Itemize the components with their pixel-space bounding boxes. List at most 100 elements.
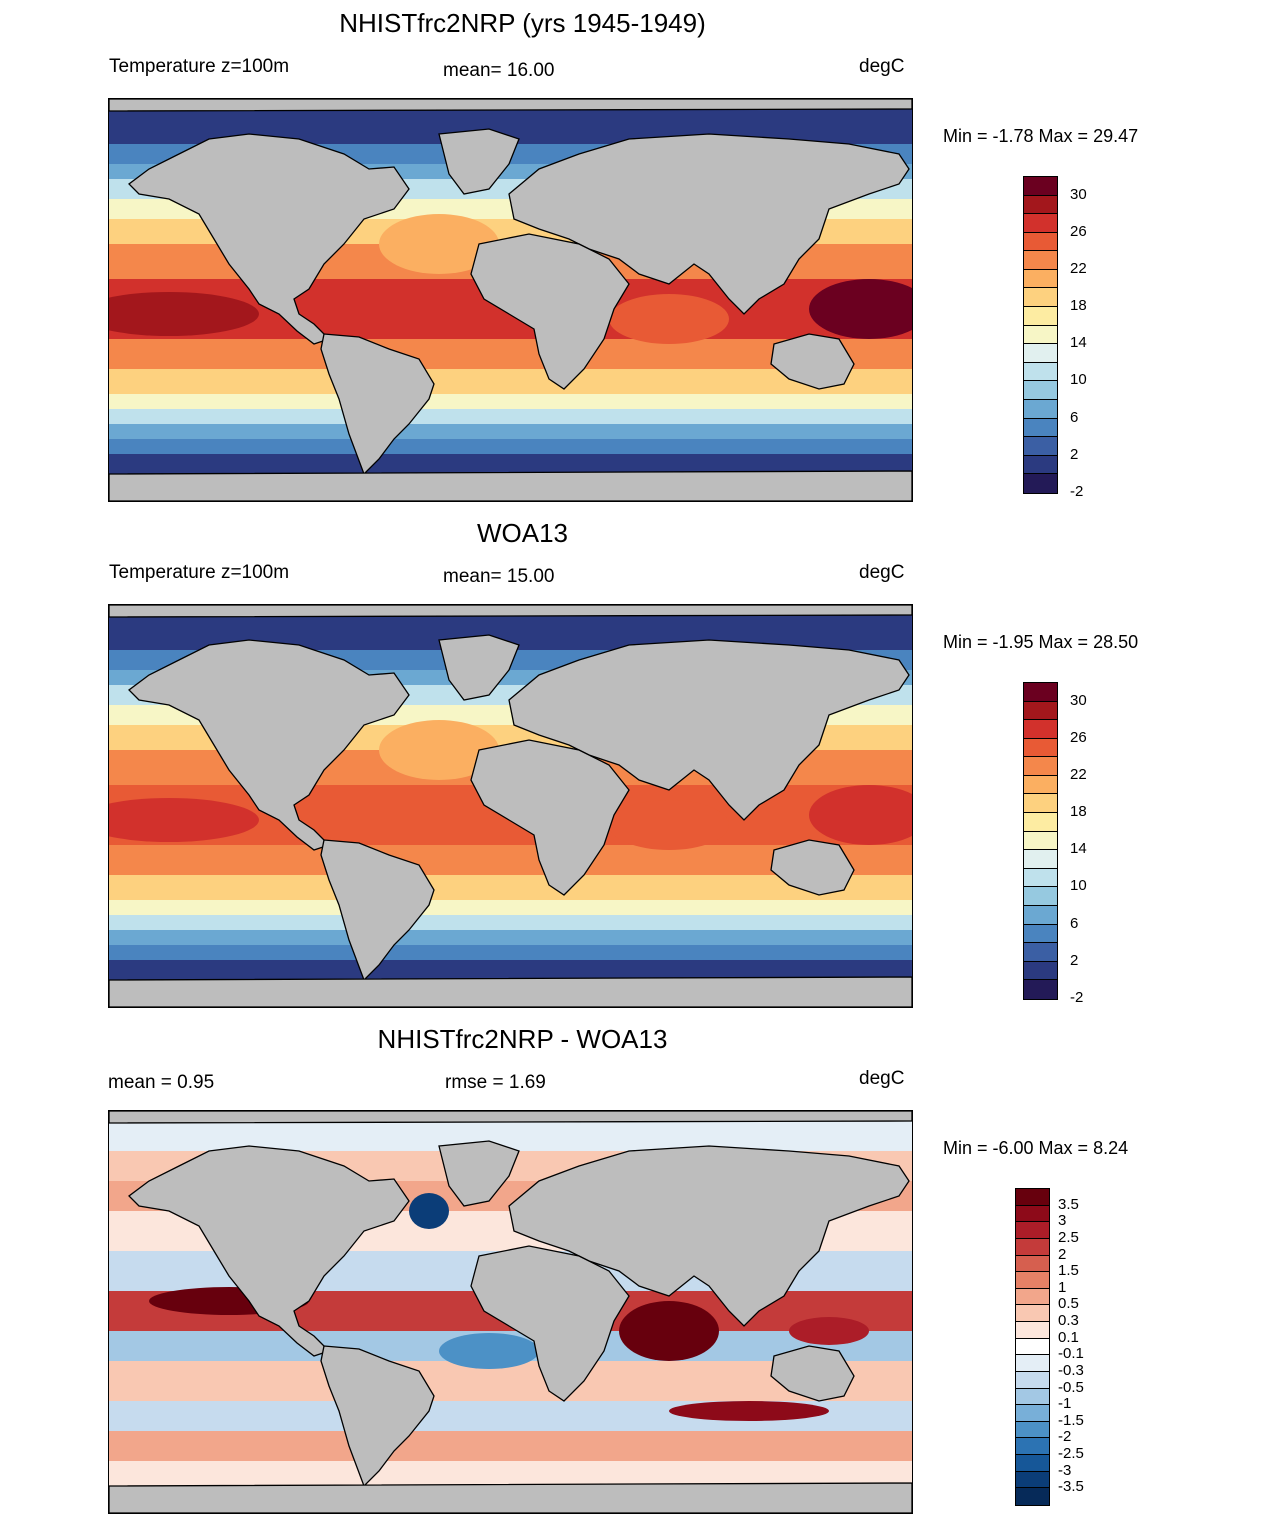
ocean-anomaly bbox=[809, 279, 912, 339]
ocean-band bbox=[109, 915, 912, 930]
ocean-band bbox=[109, 930, 912, 945]
ocean-band bbox=[109, 454, 912, 474]
colorbar-swatch bbox=[1024, 177, 1057, 196]
colorbar-swatch bbox=[1016, 1355, 1049, 1372]
colorbar-swatch bbox=[1024, 251, 1057, 270]
colorbar-swatch bbox=[1024, 794, 1057, 814]
panel-obs-colorbar bbox=[1023, 682, 1058, 1000]
ocean-anomaly bbox=[789, 1317, 869, 1345]
colorbar-tick-label: 22 bbox=[1070, 765, 1087, 783]
colorbar-swatch bbox=[1024, 269, 1057, 289]
colorbar-swatch bbox=[1024, 307, 1057, 326]
colorbar-swatch bbox=[1024, 195, 1057, 215]
colorbar-tick-label: 0.5 bbox=[1058, 1295, 1079, 1313]
landmass bbox=[128, 639, 410, 851]
landmass bbox=[508, 1145, 910, 1327]
colorbar-swatch bbox=[1024, 775, 1057, 795]
landmass bbox=[438, 634, 520, 701]
colorbar-tick-label: -2 bbox=[1070, 483, 1084, 500]
landmass bbox=[320, 333, 435, 476]
ocean-band bbox=[109, 394, 912, 409]
panel-diff-units: degC bbox=[859, 1068, 905, 1089]
panel-diff-map bbox=[108, 1110, 913, 1514]
colorbar-tick-label: -2 bbox=[1058, 1428, 1072, 1446]
landmass bbox=[320, 1345, 435, 1488]
landmass bbox=[438, 1140, 520, 1207]
colorbar-tick-label: 2.5 bbox=[1058, 1228, 1079, 1246]
colorbar-tick-label: 10 bbox=[1070, 877, 1087, 895]
panel-diff-title: NHISTfrc2NRP - WOA13 bbox=[377, 1024, 668, 1054]
colorbar-tick-label: 6 bbox=[1070, 408, 1079, 426]
panel-model-map-svg bbox=[109, 99, 912, 501]
ocean-band bbox=[109, 439, 912, 454]
colorbar-tick-label: -1.5 bbox=[1058, 1411, 1084, 1429]
ocean-band bbox=[109, 1461, 912, 1486]
panel-diff-rmse: rmse = 1.69 bbox=[445, 1072, 546, 1093]
colorbar-swatch bbox=[1016, 1421, 1049, 1439]
colorbar-swatch bbox=[1024, 232, 1057, 252]
colorbar-swatch bbox=[1024, 701, 1057, 721]
colorbar-swatch bbox=[1024, 868, 1057, 888]
panel-model-colorbar bbox=[1023, 176, 1058, 494]
panel-model-map bbox=[108, 98, 913, 502]
ocean-anomaly bbox=[109, 292, 259, 336]
colorbar-swatch bbox=[1016, 1189, 1049, 1206]
ocean-band bbox=[109, 409, 912, 424]
panel-obs-units: degC bbox=[859, 562, 905, 583]
ocean-band bbox=[109, 900, 912, 915]
colorbar-tick-label: 1.5 bbox=[1058, 1262, 1079, 1280]
ocean-anomaly bbox=[409, 1193, 449, 1229]
landmass bbox=[770, 839, 855, 896]
landmass bbox=[109, 605, 912, 618]
landmass bbox=[320, 839, 435, 982]
colorbar-swatch bbox=[1016, 1305, 1049, 1322]
colorbar-swatch bbox=[1024, 418, 1057, 438]
colorbar-tick-label: 0.3 bbox=[1058, 1312, 1079, 1330]
panel-diff-colorbar bbox=[1015, 1188, 1050, 1506]
colorbar-swatch bbox=[1016, 1388, 1049, 1406]
colorbar-tick-label: 22 bbox=[1070, 259, 1087, 277]
colorbar-tick-label: 1 bbox=[1058, 1278, 1067, 1296]
colorbar-swatch bbox=[1016, 1471, 1049, 1489]
colorbar-tick-label: 18 bbox=[1070, 803, 1087, 821]
colorbar-tick-label: 30 bbox=[1070, 185, 1087, 203]
colorbar-tick-label: 2 bbox=[1070, 951, 1079, 969]
colorbar-tick-label: 14 bbox=[1070, 840, 1087, 858]
colorbar-tick-label: 10 bbox=[1070, 371, 1087, 389]
colorbar-swatch bbox=[1016, 1205, 1049, 1223]
landmass bbox=[109, 976, 912, 1007]
panel-model-title: NHISTfrc2NRP (yrs 1945-1949) bbox=[339, 8, 706, 38]
colorbar-swatch bbox=[1016, 1405, 1049, 1422]
ocean-anomaly bbox=[809, 785, 912, 845]
colorbar-swatch bbox=[1016, 1288, 1049, 1306]
panel-model-mean: mean= 16.00 bbox=[443, 60, 555, 81]
colorbar-swatch bbox=[1024, 905, 1057, 925]
colorbar-tick-label: 0.1 bbox=[1058, 1328, 1079, 1346]
panel-diff-map-svg bbox=[109, 1111, 912, 1513]
colorbar-swatch bbox=[1024, 850, 1057, 869]
colorbar-swatch bbox=[1024, 399, 1057, 419]
landmass bbox=[109, 99, 912, 112]
colorbar-tick-label: 3 bbox=[1058, 1212, 1067, 1230]
landmass bbox=[109, 1111, 912, 1124]
colorbar-swatch bbox=[1016, 1371, 1049, 1389]
colorbar-tick-label: -2.5 bbox=[1058, 1445, 1084, 1463]
colorbar-swatch bbox=[1024, 980, 1057, 999]
colorbar-swatch bbox=[1016, 1322, 1049, 1339]
landmass bbox=[470, 233, 630, 390]
colorbar-tick-label: -3 bbox=[1058, 1461, 1072, 1479]
landmass bbox=[508, 639, 910, 821]
colorbar-tick-label: -0.1 bbox=[1058, 1345, 1084, 1363]
ocean-band bbox=[109, 1431, 912, 1461]
colorbar-swatch bbox=[1024, 683, 1057, 702]
ocean-anomaly bbox=[109, 798, 259, 842]
landmass bbox=[109, 470, 912, 501]
colorbar-tick-label: 6 bbox=[1070, 914, 1079, 932]
colorbar-swatch bbox=[1024, 924, 1057, 944]
colorbar-tick-label: 30 bbox=[1070, 691, 1087, 709]
colorbar-swatch bbox=[1024, 738, 1057, 758]
panel-obs-map bbox=[108, 604, 913, 1008]
landmass bbox=[438, 128, 520, 195]
colorbar-tick-label: 2 bbox=[1070, 445, 1079, 463]
colorbar-swatch bbox=[1024, 887, 1057, 906]
